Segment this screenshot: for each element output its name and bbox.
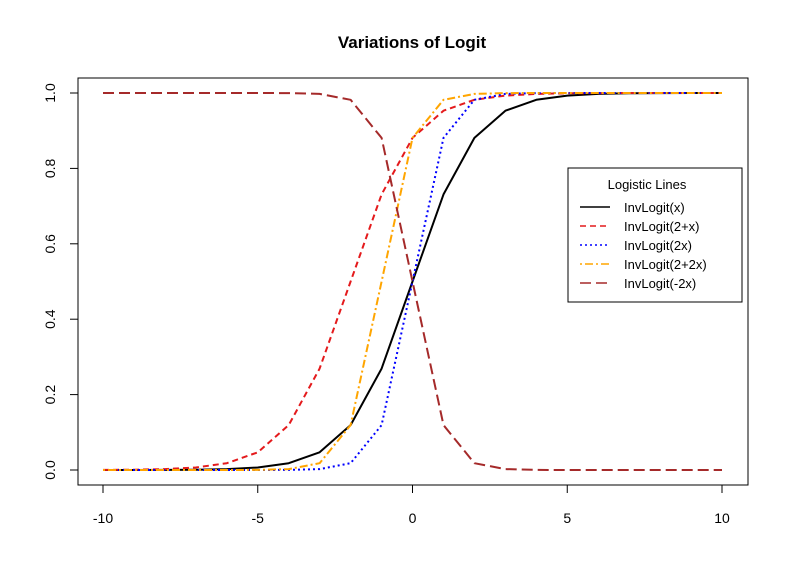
series-lines	[102, 92, 722, 471]
legend-title: Logistic Lines	[608, 177, 687, 192]
legend-label: InvLogit(2+2x)	[624, 257, 707, 272]
chart-title: Variations of Logit	[338, 33, 487, 52]
legend-items: InvLogit(x) InvLogit(2+x) InvLogit(2x) InvL…	[580, 200, 707, 291]
x-axis: -10 -5 0 5 10	[93, 484, 730, 526]
legend-label: InvLogit(-2x)	[624, 276, 696, 291]
y-axis: 0.0 0.2 0.4 0.6 0.8 1.0	[42, 83, 79, 480]
legend-label: InvLogit(x)	[624, 200, 685, 215]
legend-box	[567, 167, 743, 303]
y-tick-label: 0.8	[42, 158, 58, 178]
x-tick-label: -10	[93, 510, 113, 526]
series-line-5	[103, 92, 722, 471]
x-tick-label: 5	[563, 510, 571, 526]
y-tick-label: 0.2	[42, 385, 58, 405]
legend-label: InvLogit(2x)	[624, 238, 692, 253]
x-tick-label: 10	[714, 510, 730, 526]
y-tick-label: 0.4	[42, 309, 58, 329]
y-tick-label: 1.0	[42, 83, 58, 103]
y-tick-label: 0.6	[42, 234, 58, 254]
x-tick-label: -5	[252, 510, 265, 526]
legend: Logistic Lines InvLogit(x)InvLogit(2+x)I…	[567, 167, 743, 303]
series-line-4	[103, 92, 722, 471]
legend-label: InvLogit(2+x)	[624, 219, 700, 234]
x-tick-label: 0	[409, 510, 417, 526]
y-tick-label: 0.0	[42, 460, 58, 480]
